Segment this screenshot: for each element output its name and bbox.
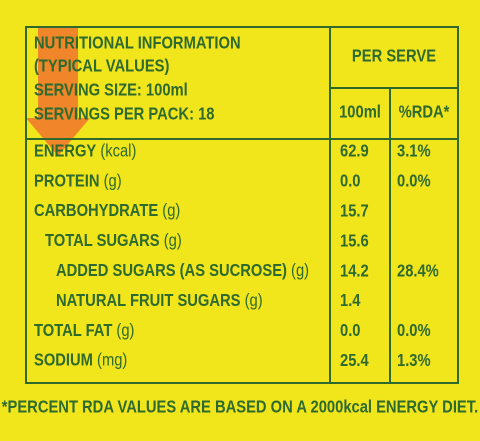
amount: 15.6 [340,231,369,251]
nutrient-label: PROTEIN (g) [34,171,122,191]
table-border [25,26,459,384]
amount: 0.0 [340,171,360,191]
amount: 14.2 [340,261,369,281]
nutrient-label: CARBOHYDRATE (g) [34,201,180,221]
nutrient-unit: (g) [100,171,122,191]
nutrient-unit: (g) [241,291,263,311]
subtitle: (TYPICAL VALUES) [34,56,169,76]
nutrient-name: TOTAL FAT [34,321,112,341]
nutrient-unit: (g) [160,231,182,251]
nutrient-name: ENERGY [34,141,96,161]
amount: 0.0 [340,321,360,341]
amount: 25.4 [340,351,369,371]
nutrient-unit: (g) [287,261,309,281]
rda: 0.0% [397,171,431,191]
amount: 15.7 [340,201,369,221]
nutrient-name: PROTEIN [34,171,100,191]
nutrient-unit: (mg) [93,351,127,371]
rda: 1.3% [397,351,431,371]
nutrient-label: SODIUM (mg) [34,351,127,371]
rda: 3.1% [397,141,431,161]
nutrient-name: CARBOHYDRATE [34,201,158,221]
arrow [26,27,90,156]
amount: 62.9 [340,141,369,161]
amount: 1.4 [340,291,361,311]
nutrient-unit: (kcal) [96,141,136,161]
nutrient-label: ADDED SUGARS (AS SUCROSE) (g) [56,261,309,281]
servings-per-pack: SERVINGS PER PACK: 18 [34,104,214,124]
nutrient-unit: (g) [158,201,180,221]
nutrient-name: ADDED SUGARS (AS SUCROSE) [56,261,287,281]
title: NUTRITIONAL INFORMATION [34,33,241,53]
nutrient-name: NATURAL FRUIT SUGARS [56,291,241,311]
nutrient-label: TOTAL FAT (g) [34,321,134,341]
serving-size: SERVING SIZE: 100ml [34,80,188,100]
nutrient-unit: (g) [112,321,134,341]
nutrient-name: TOTAL SUGARS [45,231,160,251]
col-rda: %RDA* [399,102,450,122]
rda: 0.0% [397,321,431,341]
nutrient-name: SODIUM [34,351,93,371]
nutrient-label: ENERGY (kcal) [34,141,136,161]
nutrient-label: TOTAL SUGARS (g) [45,231,182,251]
footnote: *PERCENT RDA VALUES ARE BASED ON A 2000k… [2,397,478,417]
col-amount: 100ml [339,102,381,122]
nutrient-label: NATURAL FRUIT SUGARS (g) [56,291,263,311]
per-serve: PER SERVE [352,46,436,66]
rda: 28.4% [397,261,439,281]
